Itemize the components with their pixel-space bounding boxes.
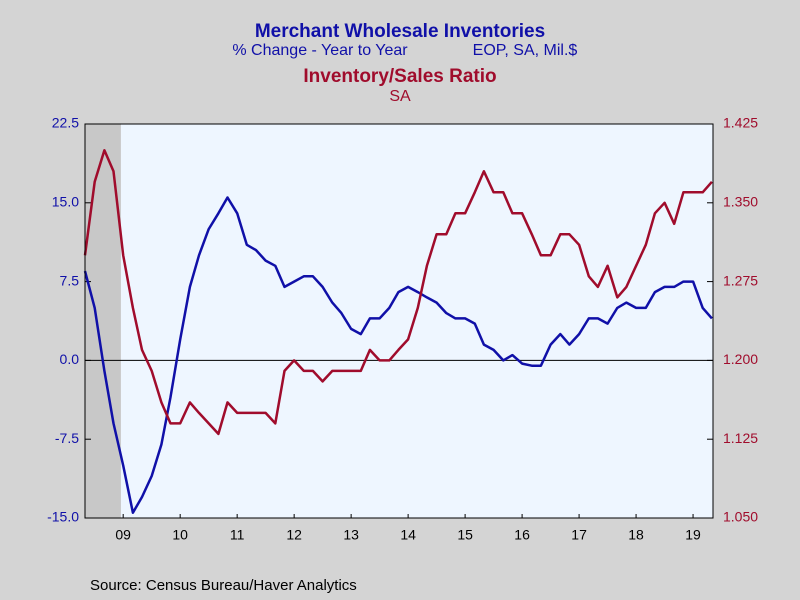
- y2-tick-label: 1.050: [723, 509, 758, 525]
- x-tick-label: 16: [514, 527, 530, 543]
- chart-title-2: Inventory/Sales Ratio: [303, 66, 496, 87]
- series-line: [83, 196, 713, 514]
- y-tick-label: -15.0: [47, 509, 79, 525]
- x-tick-label: 19: [685, 527, 701, 543]
- subtitle: % Change - Year to Year: [232, 42, 408, 59]
- plot-area: [85, 124, 713, 518]
- y-tick-label: -7.5: [55, 430, 79, 446]
- x-tick-label: 12: [286, 527, 302, 543]
- x-tick-label: 14: [400, 527, 416, 543]
- x-tick-label: 09: [115, 527, 131, 543]
- y-tick-label: 15.0: [52, 194, 79, 210]
- series-line: [83, 149, 713, 436]
- subtitle-2: SA: [389, 88, 411, 105]
- source: Source: Census Bureau/Haver Analytics: [90, 577, 357, 594]
- x-tick-label: 13: [343, 527, 359, 543]
- chart-title: Merchant Wholesale Inventories: [255, 21, 545, 42]
- x-tick-label: 10: [172, 527, 188, 543]
- y2-tick-label: 1.275: [723, 272, 758, 288]
- y-tick-label: 7.5: [60, 272, 80, 288]
- y2-tick-label: 1.425: [723, 115, 758, 131]
- y2-tick-label: 1.350: [723, 194, 758, 210]
- plot-frame: [84, 123, 714, 519]
- y2-tick-label: 1.200: [723, 351, 758, 367]
- y2-tick-label: 1.125: [723, 430, 758, 446]
- y-tick-label: 22.5: [52, 115, 79, 131]
- x-tick-label: 15: [457, 527, 473, 543]
- x-tick-label: 17: [571, 527, 587, 543]
- y-tick-label: 0.0: [60, 351, 80, 367]
- subtitle: EOP, SA, Mil.$: [473, 42, 578, 59]
- x-tick-label: 11: [230, 527, 245, 543]
- x-tick-label: 18: [628, 527, 644, 543]
